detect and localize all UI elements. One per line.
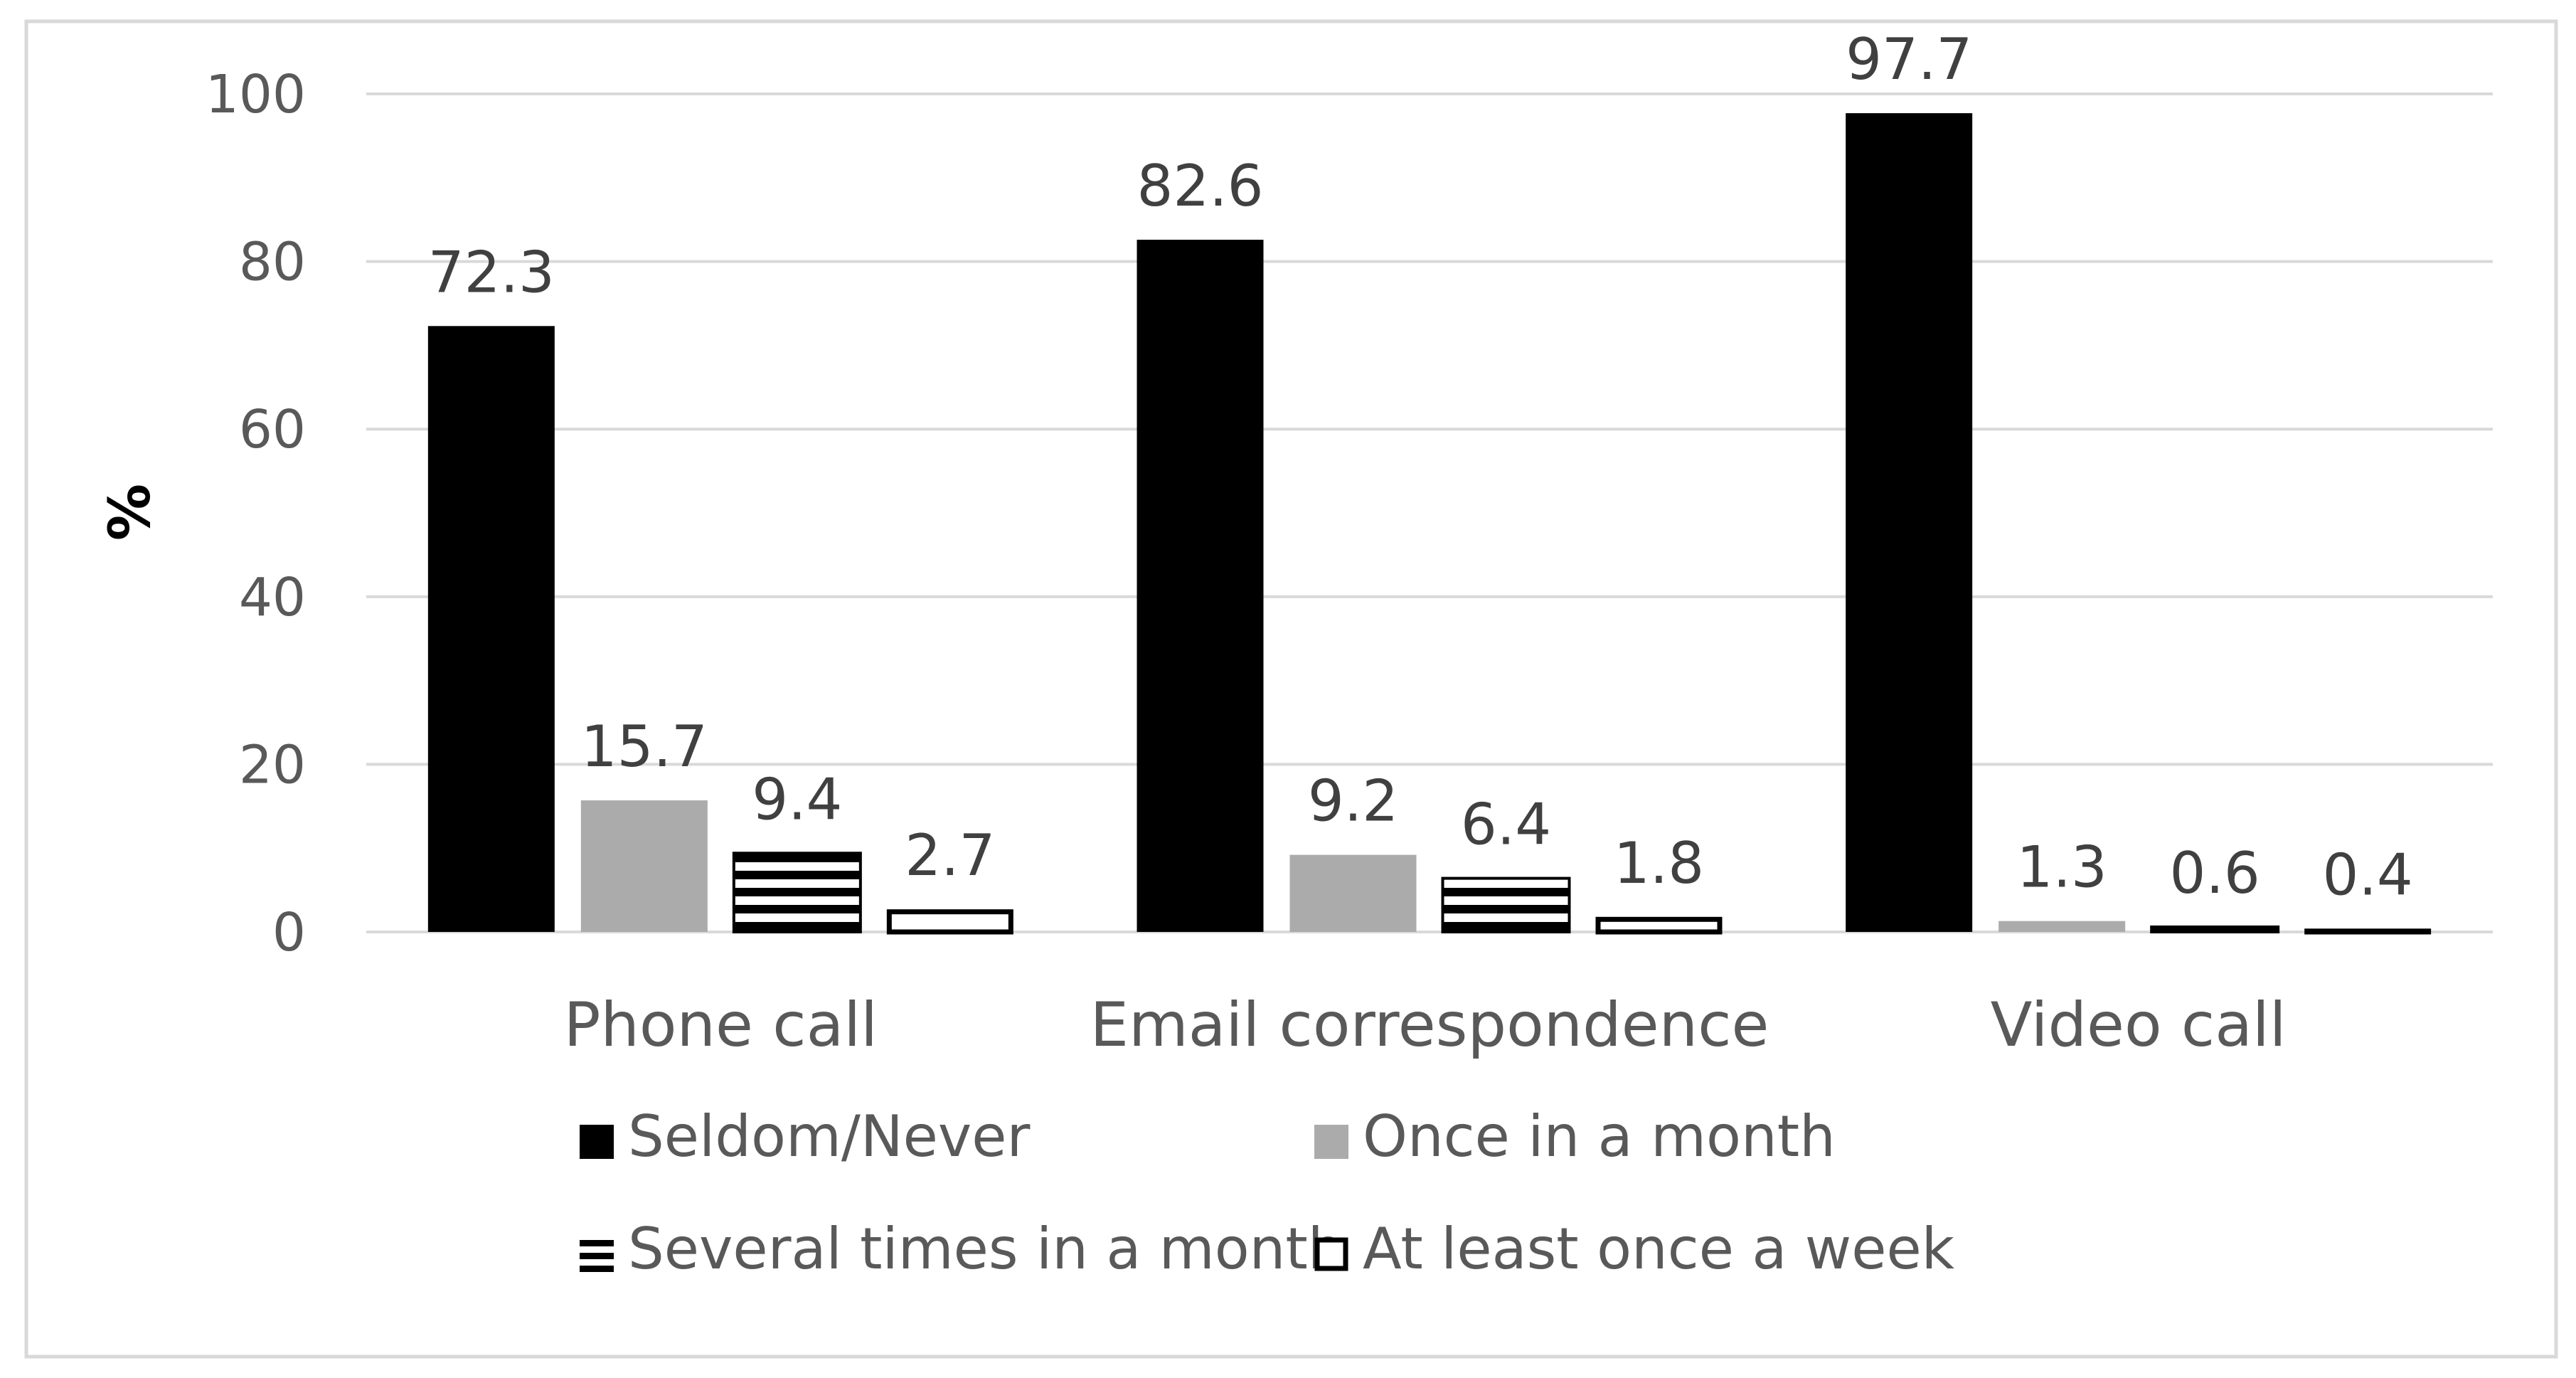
bar-several-times-in-a-month-phone-call <box>732 852 862 933</box>
legend-label: Seldom/Never <box>628 1103 1030 1170</box>
bar-at-least-once-a-week-email-correspondence <box>1595 916 1723 935</box>
data-label: 1.8 <box>1614 830 1704 896</box>
bars <box>427 113 2432 935</box>
gridlines <box>366 92 2493 933</box>
y-tick-label: 0 <box>272 902 306 963</box>
legend-swatch-stripes <box>580 1240 614 1272</box>
legend-item: Once in a month <box>1314 1103 1836 1170</box>
y-tick-label: 80 <box>239 232 306 293</box>
bar-at-least-once-a-week-video-call <box>2304 928 2432 935</box>
bar-at-least-once-a-week-phone-call <box>886 909 1013 935</box>
y-tick-label: 60 <box>239 399 306 460</box>
data-label: 9.4 <box>752 766 842 832</box>
data-label: 0.4 <box>2323 842 2413 908</box>
bar-seldom-never-video-call <box>1846 113 1973 932</box>
data-label: 1.3 <box>2017 834 2107 901</box>
legend-swatch <box>580 1125 614 1159</box>
legend-swatch <box>1314 1125 1348 1159</box>
data-label: 82.6 <box>1137 153 1263 219</box>
y-axis-title: % <box>97 484 163 541</box>
legend-label: Several times in a month <box>628 1216 1343 1282</box>
bar-several-times-in-a-month-video-call <box>2150 925 2280 934</box>
data-label: 6.4 <box>1461 792 1551 858</box>
y-axis-ticks: 0 20 40 60 80 100 <box>206 64 306 963</box>
bar-once-in-a-month-phone-call <box>580 800 708 932</box>
legend-item: At least once a week <box>1314 1216 1955 1282</box>
bar-seldom-never-phone-call <box>427 326 555 932</box>
legend-item: Several times in a month <box>580 1216 1343 1282</box>
category-label: Phone call <box>564 990 878 1061</box>
legend-label: At least once a week <box>1363 1216 1955 1282</box>
y-tick-label: 100 <box>206 64 306 125</box>
data-label: 2.7 <box>905 822 995 889</box>
bar-several-times-in-a-month-email-correspondence <box>1441 876 1571 934</box>
data-labels: 72.3 15.7 9.4 2.7 82.6 9.2 6.4 1.8 97.7 1.3 0.6 0.4 <box>428 26 2413 908</box>
legend-label: Once in a month <box>1363 1103 1836 1170</box>
data-label: 97.7 <box>1846 26 1972 92</box>
bar-once-in-a-month-email-correspondence <box>1289 854 1417 932</box>
chart-frame-border <box>24 19 2558 1359</box>
legend: Seldom/Never Once in a month Several times… <box>580 1103 1955 1282</box>
y-tick-label: 20 <box>239 734 306 795</box>
data-label: 0.6 <box>2170 840 2260 906</box>
data-label: 9.2 <box>1308 768 1398 834</box>
category-label: Email correspondence <box>1090 990 1769 1061</box>
legend-item: Seldom/Never <box>580 1103 1030 1170</box>
x-axis-categories: Phone call Email correspondence Video call <box>564 990 2287 1061</box>
data-label: 72.3 <box>428 239 555 305</box>
category-label: Video call <box>1991 990 2287 1061</box>
bar-once-in-a-month-video-call <box>1998 921 2126 932</box>
y-tick-label: 40 <box>239 567 306 628</box>
bar-seldom-never-email-correspondence <box>1137 239 1264 932</box>
legend-swatch-outline <box>1314 1237 1348 1271</box>
data-label: 15.7 <box>581 714 708 780</box>
